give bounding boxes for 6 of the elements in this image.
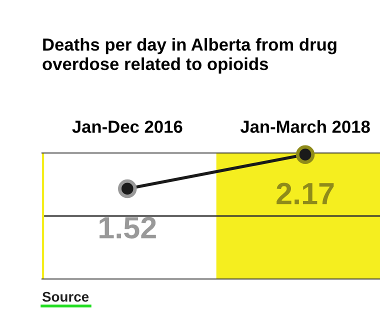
chart-title: Deaths per day in Alberta from drug overdose related to opioids bbox=[42, 38, 336, 74]
text: Source bbox=[42, 292, 89, 302]
data-label: 1.52 bbox=[100, 216, 156, 239]
data-label: 2.17 bbox=[276, 182, 334, 204]
x-tick-label: Jan-March 2018 bbox=[240, 120, 370, 133]
x-tick-label: Jan-Dec 2016 bbox=[72, 120, 182, 133]
